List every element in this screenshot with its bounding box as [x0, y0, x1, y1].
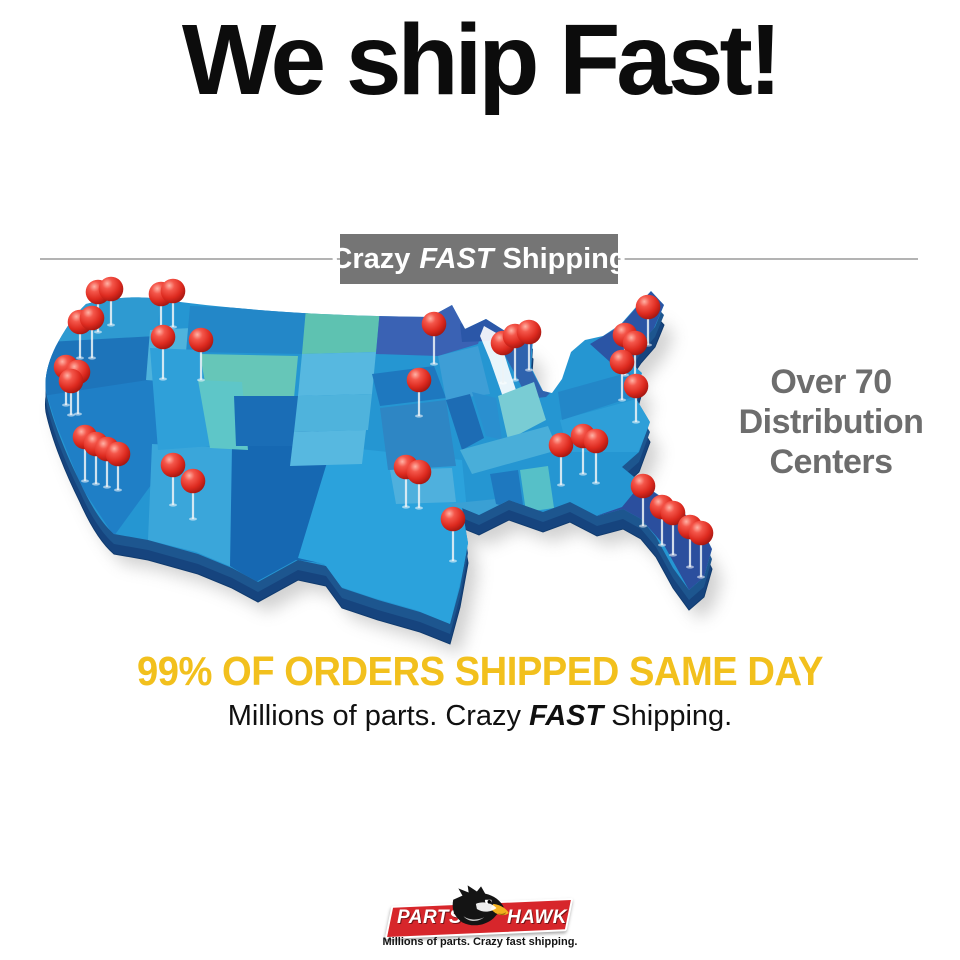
map-pin: [98, 276, 124, 327]
ribbon-text-prefix: Crazy: [331, 242, 411, 275]
ribbon-text-emphasis: FAST: [419, 242, 494, 275]
map-pin: [160, 278, 186, 329]
map-pin: [635, 294, 661, 347]
logo-brand-left: PARTS: [397, 907, 463, 928]
callout-line-3: Centers: [769, 443, 893, 482]
callout-line-1: Over 70: [770, 363, 892, 401]
distribution-callout: Over 70 Distribution Centers: [712, 362, 950, 482]
map-pin: [79, 305, 105, 360]
map-pin: [660, 500, 686, 557]
sub-headline: Millions of parts. Crazy FAST Shipping.: [0, 700, 960, 733]
sub-headline-prefix: Millions of parts. Crazy: [227, 700, 530, 732]
map-pin: [188, 327, 214, 382]
map-pin: [583, 428, 609, 485]
sub-headline-emphasis: FAST: [529, 700, 604, 732]
map-pins-layer: [53, 276, 714, 579]
hawk-icon: [452, 885, 509, 926]
map-pin: [623, 373, 649, 424]
map-pin: [630, 473, 656, 528]
map-pin: [421, 311, 447, 366]
sub-headline-suffix: Shipping.: [603, 700, 733, 732]
ribbon-text-suffix: Shipping: [502, 242, 627, 275]
map-pin: [150, 324, 176, 381]
map-pin: [180, 468, 206, 521]
page-title: We ship Fast!: [181, 4, 782, 116]
shipping-ribbon: Crazy FAST Shipping: [331, 234, 627, 284]
map-pin: [105, 441, 131, 492]
map-pin: [406, 459, 432, 510]
map-pin: [160, 452, 186, 507]
map-pin: [440, 506, 466, 563]
map-pin: [688, 520, 714, 579]
logo-brand-right: HAWK: [506, 907, 567, 928]
map-pin: [548, 432, 574, 487]
logo-tagline: Millions of parts. Crazy fast shipping.: [382, 936, 578, 948]
callout-line-2: Distribution: [738, 403, 924, 442]
partshawk-logo: PARTS HAWK Millions of parts. Crazy fast…: [380, 884, 580, 954]
map-pin: [609, 349, 635, 402]
map-pin: [58, 368, 84, 417]
same-day-headline: 99% OF ORDERS SHIPPED SAME DAY: [137, 648, 823, 694]
map-pin: [516, 319, 542, 372]
map-pin: [406, 367, 432, 418]
